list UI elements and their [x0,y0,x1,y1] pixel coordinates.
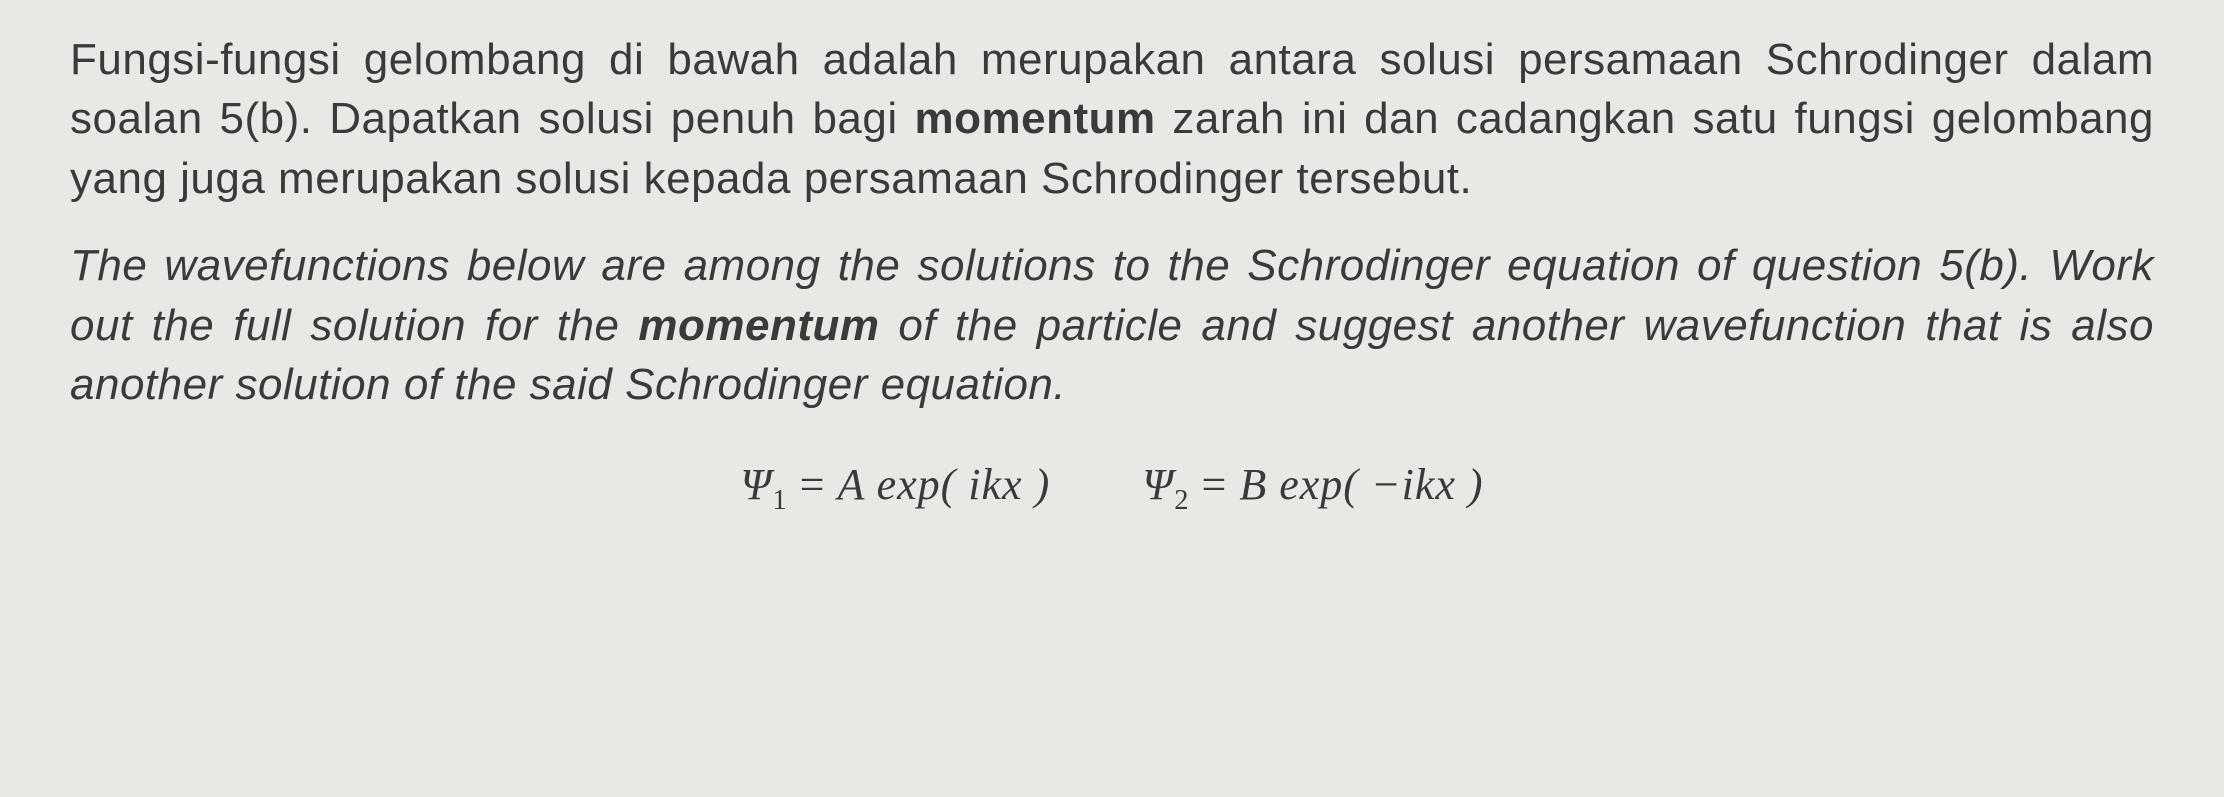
close-2: ) [1456,460,1484,509]
english-paragraph: The wavefunctions below are among the so… [70,236,2154,414]
malay-paragraph: Fungsi-fungsi gelombang di bawah adalah … [70,30,2154,208]
func-1: exp( [865,460,969,509]
arg-2: −ikx [1371,460,1456,509]
equals-1: = [788,460,838,509]
equals-2: = [1189,460,1239,509]
equation-1: Ψ1 = A exp( ikx ) [740,459,1050,517]
malay-bold-word: momentum [914,94,1155,143]
equation-2: Ψ2 = B exp( −ikx ) [1142,459,1483,517]
func-2: exp( [1267,460,1371,509]
close-1: ) [1023,460,1051,509]
psi-subscript-1: 1 [772,485,787,516]
coeff-2: B [1239,460,1267,509]
psi-subscript-2: 2 [1174,485,1189,516]
equations-row: Ψ1 = A exp( ikx ) Ψ2 = B exp( −ikx ) [70,459,2154,517]
coeff-1: A [837,460,864,509]
arg-1: ikx [968,460,1022,509]
english-bold-word: momentum [638,301,879,350]
psi-symbol-2: Ψ [1142,460,1174,509]
psi-symbol-1: Ψ [740,460,772,509]
